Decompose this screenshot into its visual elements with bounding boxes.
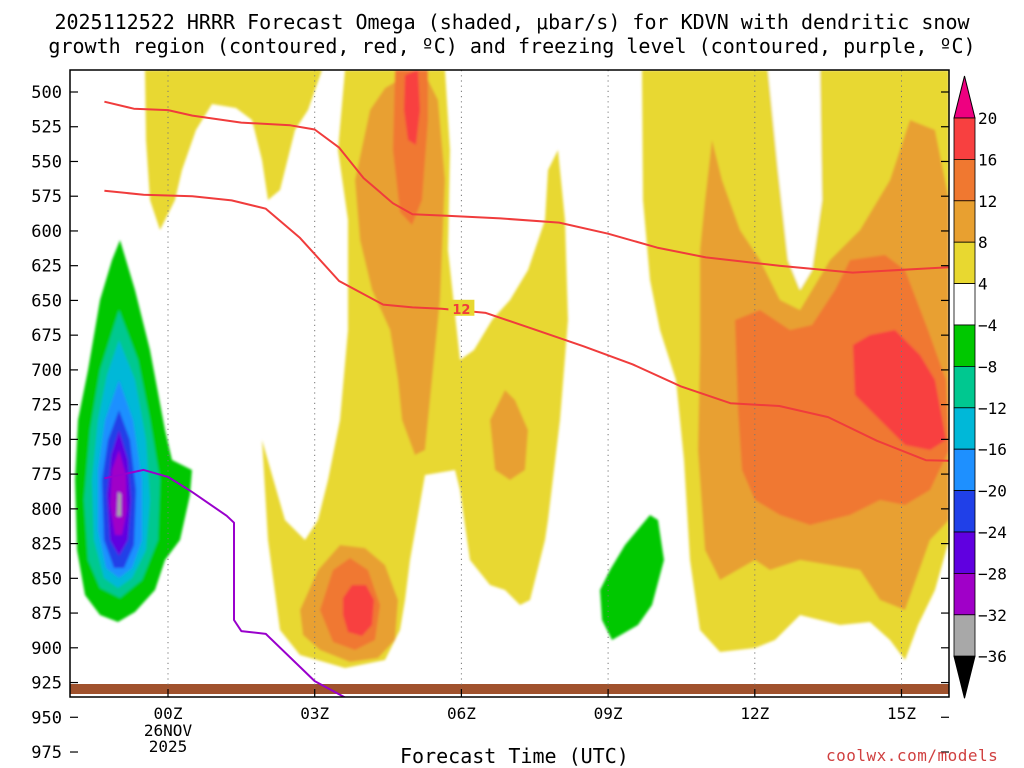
time-gridlines <box>167 70 902 697</box>
colorbar-label: −16 <box>978 440 1007 459</box>
colorbar-bin <box>953 241 976 284</box>
contour-dendritic-lower <box>104 189 949 462</box>
colorbar-label: 20 <box>978 109 997 128</box>
contour-label: 12 <box>452 303 470 318</box>
pressure-axis: 500 525 550 575 600 625 650 675 700 725 750 775 800 8… <box>31 83 949 763</box>
x-tick-label: 00Z <box>154 704 183 723</box>
colorbar-bin <box>953 365 976 409</box>
contour-label-bg <box>448 299 475 316</box>
colorbar-label: −36 <box>978 647 1007 666</box>
x-tick-label: 03Z <box>300 704 329 723</box>
y-tick-label: 725 <box>31 396 62 416</box>
omega-region-mid-orange-lower <box>490 390 528 480</box>
x-tick-label: 12Z <box>740 704 769 723</box>
colorbar-label: −8 <box>978 357 997 376</box>
y-tick-label: 950 <box>31 708 62 728</box>
y-tick-label: 575 <box>31 187 62 207</box>
colorbar-bottom-arrow <box>953 655 976 699</box>
terrain-ground <box>70 684 949 694</box>
y-tick-label: 800 <box>31 500 62 520</box>
colorbar-bin <box>953 490 976 533</box>
omega-region-green-cell <box>600 515 664 640</box>
omega-region-top-red <box>404 70 420 145</box>
colorbar-label: −24 <box>978 523 1007 542</box>
omega-region-bottom-red <box>343 585 374 636</box>
y-tick-label: 925 <box>31 674 62 694</box>
plot-frame <box>69 69 950 698</box>
contour-lines: 12 <box>104 100 949 697</box>
y-tick-label: 900 <box>31 639 62 659</box>
colorbar-label: 4 <box>978 275 988 294</box>
chart-title-line-2: growth region (contoured, red, ºC) and f… <box>48 34 976 58</box>
colorbar-label: −12 <box>978 399 1007 418</box>
colorbar-bin <box>953 324 976 367</box>
y-tick-label: 825 <box>31 535 62 555</box>
omega-region-left-yellow <box>145 70 322 230</box>
site-credit: coolwx.com/models <box>826 746 999 765</box>
colorbar-label: 16 <box>978 150 997 169</box>
colorbar-label: −20 <box>978 482 1007 501</box>
colorbar-bin <box>953 200 976 243</box>
colorbar-bin <box>953 573 976 616</box>
colorbar-label: −28 <box>978 564 1007 583</box>
y-tick-label: 550 <box>31 152 62 172</box>
omega-colorbar: 20 16 12 8 4 −4 −8 −12 −16 −20 −24 −28 −32 −36 <box>953 75 1007 699</box>
y-tick-label: 775 <box>31 465 62 485</box>
y-tick-label: 675 <box>31 326 62 346</box>
colorbar-label: 12 <box>978 192 997 211</box>
contour-freezing-level <box>104 468 347 697</box>
y-tick-label: 650 <box>31 291 62 311</box>
y-tick-label: 875 <box>31 604 62 624</box>
x-tick-sublabel: 2025 <box>149 737 188 756</box>
colorbar-bin <box>953 117 976 160</box>
x-tick-label: 06Z <box>447 704 476 723</box>
colorbar-bin <box>953 531 976 574</box>
x-axis-title: Forecast Time (UTC) <box>400 744 629 768</box>
x-tick-label: 09Z <box>594 704 623 723</box>
y-tick-label: 975 <box>31 743 62 763</box>
colorbar-bin <box>953 283 976 326</box>
colorbar-top-arrow <box>953 75 976 119</box>
colorbar-label: −4 <box>978 316 997 335</box>
y-tick-label: 625 <box>31 257 62 277</box>
colorbar-label: 8 <box>978 233 988 252</box>
omega-shading <box>75 70 949 668</box>
chart-title-line-1: 2025112522 HRRR Forecast Omega (shaded, … <box>54 10 970 34</box>
y-tick-label: 850 <box>31 569 62 589</box>
colorbar-bin <box>953 407 976 450</box>
y-tick-label: 525 <box>31 118 62 138</box>
contour-dendritic-upper <box>104 100 949 274</box>
omega-region-right-red <box>853 330 946 450</box>
omega-region-right-notch <box>768 70 822 290</box>
y-tick-label: 500 <box>31 83 62 103</box>
colorbar-bin <box>953 448 976 492</box>
y-tick-label: 750 <box>31 430 62 450</box>
x-tick-sublabel: 26NOV <box>144 721 193 740</box>
omega-sink-8 <box>117 492 121 516</box>
colorbar-label: −32 <box>978 606 1007 625</box>
x-tick-label: 15Z <box>887 704 916 723</box>
colorbar-bin <box>953 614 976 657</box>
omega-region-right-dark-orange <box>735 255 949 525</box>
colorbar-bin <box>953 158 976 202</box>
y-tick-label: 700 <box>31 361 62 381</box>
y-tick-label: 600 <box>31 222 62 242</box>
